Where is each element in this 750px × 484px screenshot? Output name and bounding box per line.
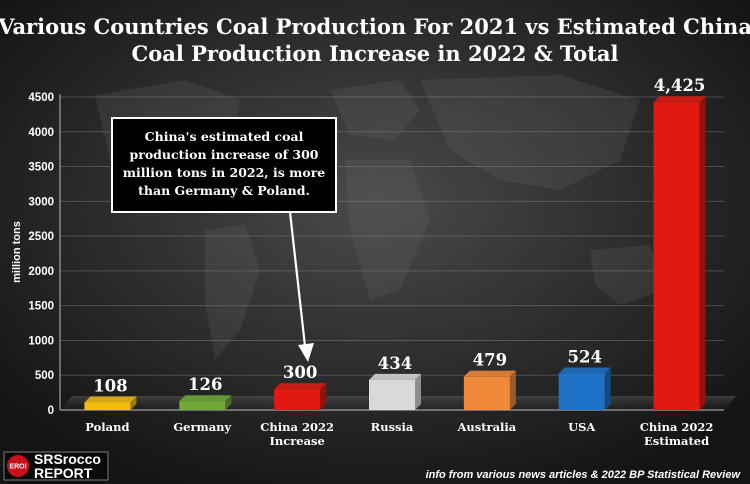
bar-top bbox=[369, 373, 421, 380]
bar-top bbox=[179, 395, 232, 402]
x-tick-label: Russia bbox=[371, 420, 414, 434]
y-tick-label: 2500 bbox=[28, 231, 54, 243]
x-tick-label: Poland bbox=[85, 420, 129, 434]
annotation-arrow bbox=[288, 211, 307, 347]
x-tick-label: Increase bbox=[269, 434, 324, 448]
data-label: 300 bbox=[283, 363, 317, 382]
data-label: 4,425 bbox=[654, 76, 706, 95]
y-tick-label: 2000 bbox=[28, 266, 54, 278]
bar-side bbox=[320, 383, 327, 410]
y-tick-label: 4000 bbox=[28, 127, 54, 139]
x-tick-label: Estimated bbox=[644, 434, 709, 448]
chart-title: Various Countries Coal Production For 20… bbox=[0, 14, 750, 66]
chart-title-line-1: Various Countries Coal Production For 20… bbox=[0, 14, 750, 39]
y-axis-ticks: 0 500 1000 1500 2000 2500 3000 3500 4000 4500 bbox=[28, 92, 54, 417]
bars: 108 126 300 434 479 524 4,425 bbox=[84, 76, 706, 410]
annotation-text-line: China's estimated coal bbox=[145, 129, 304, 144]
x-tick-label: Australia bbox=[456, 420, 516, 434]
y-tick-label: 500 bbox=[35, 370, 54, 382]
logo-line-1: SRSrocco bbox=[34, 451, 101, 467]
bar bbox=[84, 402, 131, 410]
bar bbox=[653, 102, 700, 410]
bar bbox=[179, 401, 226, 410]
annotation-text-line: million tons in 2022, is more bbox=[123, 165, 326, 180]
bar bbox=[558, 373, 605, 410]
logo: EROI SRSrocco REPORT bbox=[3, 451, 109, 481]
data-label: 479 bbox=[473, 351, 507, 370]
bar-top bbox=[653, 96, 706, 103]
data-label: 434 bbox=[378, 354, 412, 373]
x-tick-label: USA bbox=[568, 420, 596, 434]
source-note: info from various news articles & 2022 B… bbox=[426, 469, 742, 481]
x-tick-label: Germany bbox=[173, 420, 231, 434]
bar-side bbox=[509, 370, 516, 410]
annotation-text-line: production increase of 300 bbox=[130, 147, 319, 162]
y-tick-label: 4500 bbox=[28, 92, 54, 104]
logo-badge-icon bbox=[7, 455, 29, 477]
bar-side bbox=[415, 373, 421, 410]
bar-side bbox=[225, 395, 232, 410]
logo-badge-text: EROI bbox=[9, 464, 26, 471]
bar-top bbox=[274, 383, 327, 390]
annotation-text-line: than Germany & Poland. bbox=[138, 183, 310, 198]
bar bbox=[463, 376, 510, 410]
y-tick-label: 1500 bbox=[28, 301, 54, 313]
x-tick-label: China 2022 bbox=[260, 420, 334, 434]
chart-title-line-2: Coal Production Increase in 2022 & Total bbox=[132, 41, 619, 66]
bar-side bbox=[130, 396, 137, 410]
y-tick-label: 0 bbox=[48, 405, 54, 417]
logo-line-2: REPORT bbox=[34, 465, 93, 481]
y-tick-label: 1000 bbox=[28, 335, 54, 347]
data-label: 524 bbox=[567, 348, 601, 367]
bar-top bbox=[84, 396, 137, 403]
bar-side bbox=[604, 367, 611, 410]
x-tick-label: China 2022 bbox=[640, 420, 714, 434]
bar bbox=[274, 389, 321, 410]
annotation-callout: China's estimated coal production increas… bbox=[111, 117, 337, 362]
y-tick-label: 3000 bbox=[28, 196, 54, 208]
data-label: 126 bbox=[188, 375, 222, 394]
bar-top bbox=[558, 367, 611, 374]
bar-top bbox=[463, 370, 516, 377]
y-tick-label: 3500 bbox=[28, 162, 54, 174]
y-axis-label: million tons bbox=[11, 221, 23, 283]
bar-side bbox=[699, 96, 706, 410]
annotation-box bbox=[111, 117, 337, 213]
data-label: 108 bbox=[93, 376, 127, 395]
bar bbox=[369, 379, 415, 410]
annotation-arrowhead bbox=[298, 343, 314, 362]
